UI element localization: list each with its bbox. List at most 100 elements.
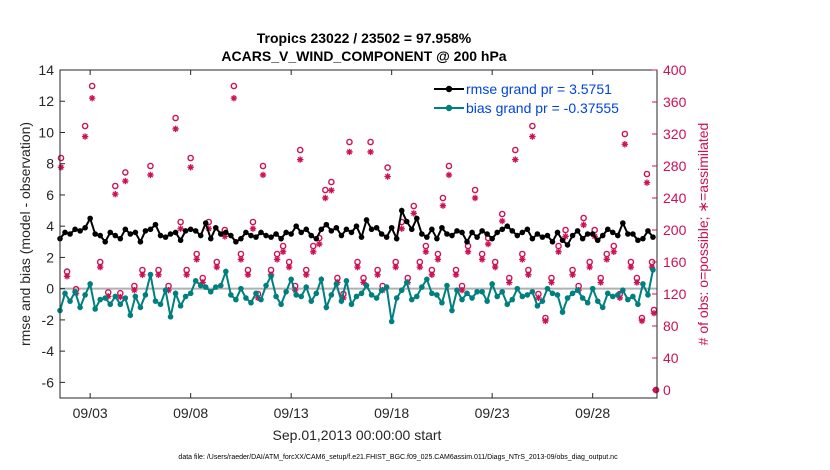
bias-point xyxy=(378,287,385,294)
rmse-point xyxy=(459,229,465,236)
bias-point xyxy=(509,296,516,303)
rmse-point xyxy=(142,228,149,234)
bias-point xyxy=(449,307,455,314)
obs-assimilated-marker xyxy=(434,256,442,263)
rmse-point xyxy=(398,207,405,214)
y-left-tick-label: -2 xyxy=(42,312,55,328)
bias-point xyxy=(167,313,174,320)
bias-point xyxy=(97,296,104,303)
bias-point xyxy=(429,290,435,297)
y-right-tick-label: 160 xyxy=(663,254,687,270)
obs-assimilated-marker xyxy=(621,141,629,148)
bias-point xyxy=(564,295,571,301)
rmse-point xyxy=(283,229,289,236)
bias-point xyxy=(554,292,561,298)
obs-assimilated-marker xyxy=(259,171,267,179)
bias-point xyxy=(207,288,214,295)
bias-point xyxy=(248,299,254,306)
obs-possible-marker xyxy=(230,82,238,90)
bias-point xyxy=(544,285,551,292)
bias-point xyxy=(258,296,264,303)
obs-assimilated-marker xyxy=(310,248,317,255)
rmse-point xyxy=(579,235,586,242)
obs-assimilated-marker xyxy=(439,202,447,209)
rmse-point xyxy=(564,242,571,248)
rmse-point xyxy=(288,231,294,237)
y-left-tick-label: 14 xyxy=(38,62,54,78)
bias-point xyxy=(393,295,400,301)
rmse-point xyxy=(378,231,385,237)
rmse-point xyxy=(197,232,204,239)
rmse-point xyxy=(228,232,234,239)
rmse-point xyxy=(102,239,109,245)
bias-point xyxy=(373,295,380,301)
bias-point xyxy=(87,281,93,287)
obs-assimilated-marker xyxy=(131,286,138,294)
y-right-axis-ticks: 0 40 80 120 160 200 240 280 320 360 400 xyxy=(652,62,687,398)
rmse-point xyxy=(419,231,425,237)
rmse-point xyxy=(403,218,410,225)
bias-point xyxy=(640,281,646,287)
rmse-point xyxy=(368,226,375,233)
obs-possible-marker xyxy=(147,162,154,170)
rmse-point xyxy=(172,229,179,236)
y-right-tick-label: 240 xyxy=(663,190,687,206)
rmse-point xyxy=(137,239,144,245)
rmse-point xyxy=(635,237,641,244)
rmse-point xyxy=(620,220,626,226)
y-right-tick-label: 360 xyxy=(663,94,687,110)
rmse-point xyxy=(584,231,591,237)
rmse-point xyxy=(439,224,445,231)
rmse-point xyxy=(127,231,134,237)
obs-possible-marker xyxy=(81,122,89,130)
bias-point xyxy=(283,288,289,295)
y-right-tick-label: 120 xyxy=(663,286,687,302)
bias-point xyxy=(398,287,405,294)
obs-assimilated-marker xyxy=(491,263,499,271)
bias-point xyxy=(273,293,279,300)
obs-assimilated-marker xyxy=(452,271,460,278)
bias-point xyxy=(243,295,249,301)
obs-possible-marker xyxy=(511,146,519,154)
y-left-axis-label: rmse and bias (model - observation) xyxy=(17,122,33,346)
rmse-point xyxy=(293,223,299,229)
obs-possible-marker xyxy=(445,162,453,170)
obs-assimilated-marker xyxy=(374,271,381,278)
bias-point xyxy=(303,284,310,290)
rmse-point xyxy=(238,235,244,242)
obs-assimilated-marker xyxy=(105,293,112,300)
bias-point xyxy=(474,288,480,295)
bias-point xyxy=(197,282,204,289)
rmse-point xyxy=(630,231,636,237)
rmse-point xyxy=(122,226,129,233)
obs-assimilated-marker xyxy=(177,225,184,232)
rmse-point xyxy=(363,217,370,223)
rmse-point xyxy=(529,235,536,242)
obs-assimilated-marker xyxy=(384,173,391,180)
bias-point xyxy=(504,301,511,308)
obs-assimilated-marker xyxy=(586,263,593,271)
rmse-point xyxy=(479,228,485,234)
bias-point xyxy=(192,278,199,284)
bias-point xyxy=(574,287,581,294)
obs-assimilated-marker xyxy=(616,294,624,302)
bias-point xyxy=(268,273,274,279)
obs-possible-marker xyxy=(367,138,374,146)
bias-point xyxy=(72,288,78,295)
obs-possible-marker xyxy=(346,138,353,146)
rmse-point xyxy=(162,234,169,240)
bias-point xyxy=(102,295,109,301)
bias-point xyxy=(408,296,415,303)
rmse-point xyxy=(328,228,335,234)
obs-assimilated-marker xyxy=(147,171,154,179)
obs-assimilated-marker xyxy=(360,279,367,286)
obs-assimilated-marker xyxy=(205,225,212,232)
bias-point xyxy=(92,306,98,312)
bias-point xyxy=(529,288,536,295)
legend-bias-label: bias grand pr = -0.37555 xyxy=(466,100,619,116)
obs-assimilated-marker xyxy=(340,294,347,302)
obs-possible-marker xyxy=(172,114,179,122)
bias-point xyxy=(127,312,134,319)
plot-frame xyxy=(59,69,658,399)
x-axis-ticks: 09/03 09/08 09/13 09/18 09/23 09/28 xyxy=(73,70,610,421)
